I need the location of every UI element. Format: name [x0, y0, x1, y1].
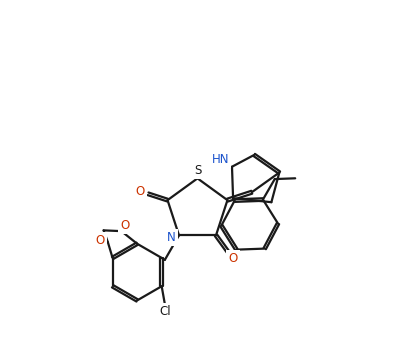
Text: S: S	[195, 164, 202, 177]
Text: HN: HN	[211, 153, 229, 166]
Text: O: O	[135, 184, 145, 198]
Text: N: N	[167, 231, 175, 244]
Text: O: O	[95, 234, 105, 247]
Text: O: O	[120, 219, 129, 232]
Text: Cl: Cl	[160, 305, 171, 318]
Text: O: O	[228, 252, 238, 265]
